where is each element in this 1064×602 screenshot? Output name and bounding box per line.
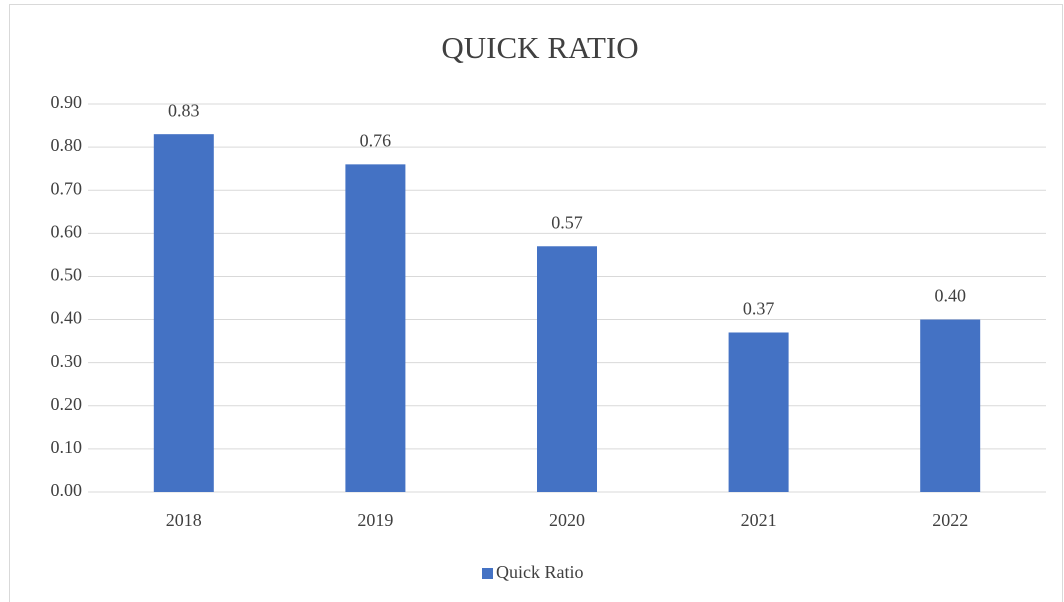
y-tick-label: 0.30 (51, 351, 83, 371)
y-tick-label: 0.50 (51, 265, 83, 285)
bar (920, 319, 981, 492)
y-tick-label: 0.90 (51, 92, 83, 112)
x-tick-label: 2021 (741, 510, 777, 530)
legend-swatch (482, 568, 493, 579)
y-tick-label: 0.70 (51, 178, 83, 198)
bar (345, 164, 406, 492)
x-tick-label: 2018 (166, 510, 202, 530)
data-label: 0.57 (551, 212, 583, 232)
y-tick-label: 0.00 (51, 480, 83, 500)
x-tick-label: 2022 (932, 510, 968, 530)
x-tick-label: 2020 (549, 510, 585, 530)
y-tick-label: 0.60 (51, 221, 83, 241)
bar (728, 332, 789, 492)
y-tick-label: 0.10 (51, 437, 83, 457)
bar (153, 134, 214, 492)
data-label: 0.40 (934, 286, 966, 306)
x-tick-label: 2019 (357, 510, 393, 530)
chart-title: QUICK RATIO (441, 30, 638, 65)
y-tick-label: 0.80 (51, 135, 83, 155)
y-tick-label: 0.20 (51, 394, 83, 414)
data-label: 0.83 (168, 100, 200, 120)
data-label: 0.76 (360, 130, 392, 150)
data-label: 0.37 (743, 299, 775, 319)
y-tick-label: 0.40 (51, 308, 83, 328)
bar (537, 246, 597, 492)
legend-label: Quick Ratio (496, 562, 584, 582)
